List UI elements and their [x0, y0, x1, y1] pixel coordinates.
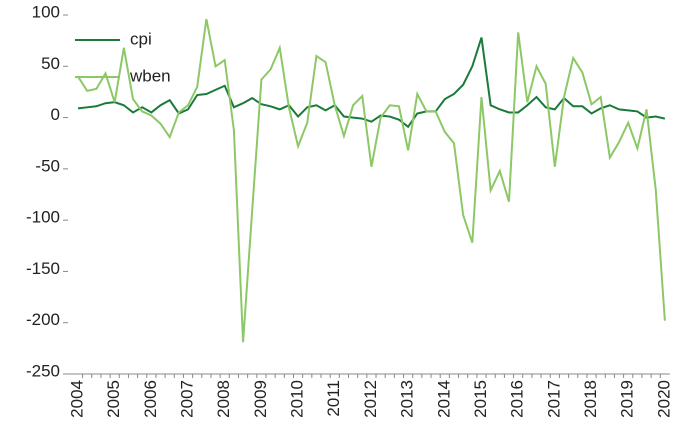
y-tick-label: -100 — [26, 208, 60, 227]
x-tick-label: 2013 — [398, 380, 417, 418]
y-tick-label: -200 — [26, 310, 60, 329]
series-line — [77, 18, 666, 343]
x-tick-label: 2015 — [471, 380, 490, 418]
legend-label: wben — [129, 66, 171, 85]
x-tick-label: 2018 — [581, 380, 600, 418]
x-tick-label: 2004 — [67, 380, 86, 418]
y-tick-label: -250 — [26, 361, 60, 380]
x-tick-label: 2020 — [654, 380, 673, 418]
x-tick-label: 2011 — [324, 380, 343, 417]
legend-label: cpi — [130, 29, 152, 48]
x-tick-label: 2008 — [214, 380, 233, 418]
x-tick-label: 2009 — [251, 380, 270, 418]
x-tick-label: 2006 — [141, 380, 160, 418]
x-tick-label: 2017 — [544, 380, 563, 418]
x-tick-label: 2010 — [288, 380, 307, 418]
y-tick-label: -50 — [35, 156, 60, 175]
y-tick-label: 100 — [32, 2, 60, 21]
x-tick-label: 2007 — [178, 380, 197, 418]
series-line — [77, 37, 666, 129]
x-tick-label: 2012 — [361, 380, 380, 418]
x-tick-label: 2005 — [104, 380, 123, 418]
x-tick-label: 2019 — [618, 380, 637, 418]
x-tick-label: 2016 — [508, 380, 527, 418]
y-tick-label: 50 — [41, 54, 60, 73]
y-tick-label: 0 — [51, 105, 60, 124]
x-tick-label: 2014 — [434, 380, 453, 418]
y-tick-label: -150 — [26, 259, 60, 278]
